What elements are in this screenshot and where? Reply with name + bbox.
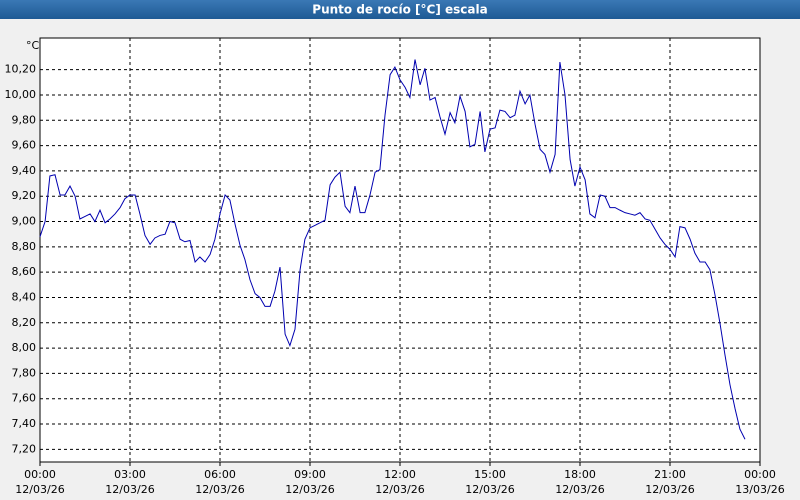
y-tick-label: 8,80 [12, 240, 37, 253]
x-tick-date: 12/03/26 [555, 483, 604, 496]
x-tick-label: 09:00 [294, 468, 326, 481]
x-tick-label: 03:00 [114, 468, 146, 481]
x-tick-label: 00:00 [744, 468, 776, 481]
y-tick-label: 10,00 [5, 88, 37, 101]
data-line [39, 59, 746, 440]
x-tick-date: 13/03/26 [735, 483, 784, 496]
y-tick-label: 9,60 [12, 139, 37, 152]
y-tick-label: 8,20 [12, 316, 37, 329]
y-unit: °C [26, 39, 40, 52]
x-tick-label: 18:00 [564, 468, 596, 481]
x-tick-date: 12/03/26 [285, 483, 334, 496]
x-tick-date: 12/03/26 [375, 483, 424, 496]
chart-title: Punto de rocío [°C] escala [312, 3, 487, 17]
y-tick-label: 8,60 [12, 265, 37, 278]
y-tick-label: 7,40 [12, 417, 37, 430]
y-tick-label: 10,20 [5, 63, 37, 76]
y-tick-label: 7,80 [12, 366, 37, 379]
y-tick-label: 8,40 [12, 290, 37, 303]
x-tick-label: 12:00 [384, 468, 416, 481]
x-tick-date: 12/03/26 [15, 483, 64, 496]
x-tick-label: 06:00 [204, 468, 236, 481]
x-tick-label: 00:00 [24, 468, 56, 481]
x-tick-date: 12/03/26 [105, 483, 154, 496]
y-tick-label: 8,00 [12, 341, 37, 354]
x-tick-date: 12/03/26 [195, 483, 244, 496]
x-tick-date: 12/03/26 [645, 483, 694, 496]
title-bar [0, 0, 800, 19]
y-tick-label: 9,20 [12, 189, 37, 202]
y-tick-label: 7,20 [12, 442, 37, 455]
y-tick-label: 9,40 [12, 164, 37, 177]
x-tick-date: 12/03/26 [465, 483, 514, 496]
x-tick-label: 21:00 [654, 468, 686, 481]
y-tick-label: 7,60 [12, 392, 37, 405]
x-tick-label: 15:00 [474, 468, 506, 481]
y-tick-label: 9,80 [12, 113, 37, 126]
y-tick-label: 9,00 [12, 215, 37, 228]
